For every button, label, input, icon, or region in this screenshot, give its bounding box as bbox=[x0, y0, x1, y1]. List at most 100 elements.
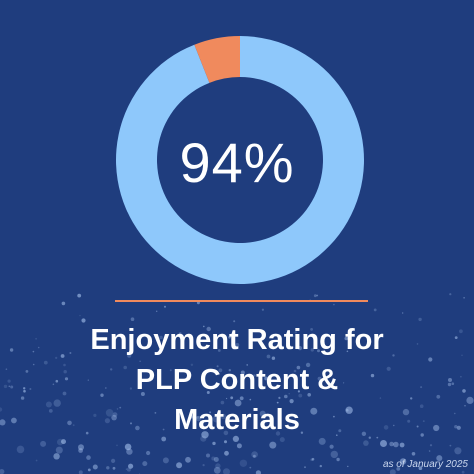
sparkle-dot bbox=[81, 318, 86, 323]
sparkle-dot bbox=[459, 329, 463, 334]
sparkle-dot bbox=[418, 466, 423, 471]
sparkle-dot bbox=[87, 468, 91, 472]
sparkle-dot bbox=[228, 369, 231, 372]
title-line-3: Materials bbox=[174, 404, 300, 436]
sparkle-dot bbox=[368, 436, 371, 439]
sparkle-dot bbox=[67, 420, 72, 426]
sparkle-dot bbox=[373, 344, 376, 347]
sparkle-dot bbox=[127, 353, 132, 358]
sparkle-dot bbox=[399, 458, 407, 465]
sparkle-dot bbox=[347, 465, 349, 468]
sparkle-dot bbox=[251, 451, 258, 458]
sparkle-dot bbox=[63, 370, 67, 374]
sparkle-dot bbox=[196, 416, 200, 419]
sparkle-dot bbox=[212, 441, 216, 446]
sparkle-dot bbox=[178, 332, 182, 335]
sparkle-dot bbox=[447, 382, 452, 387]
sparkle-dot bbox=[370, 373, 375, 378]
sparkle-dot bbox=[454, 412, 456, 415]
sparkle-dot bbox=[40, 440, 47, 447]
sparkle-dot bbox=[389, 441, 394, 447]
sparkle-dot bbox=[25, 370, 29, 373]
sparkle-dot bbox=[62, 391, 67, 396]
sparkle-dot bbox=[223, 468, 230, 474]
sparkle-dot bbox=[310, 348, 314, 352]
sparkle-dot bbox=[187, 372, 191, 376]
sparkle-dot bbox=[461, 470, 465, 474]
sparkle-dot bbox=[72, 424, 75, 427]
sparkle-dot bbox=[392, 354, 395, 357]
sparkle-dot bbox=[37, 346, 40, 349]
sparkle-dot bbox=[419, 404, 424, 409]
sparkle-dot bbox=[200, 435, 207, 442]
sparkle-dot bbox=[316, 294, 319, 297]
sparkle-dot bbox=[259, 410, 266, 417]
sparkle-dot bbox=[317, 376, 322, 381]
sparkle-dot bbox=[393, 424, 395, 427]
sparkle-dot bbox=[16, 445, 25, 454]
sparkle-dot bbox=[23, 387, 26, 390]
sparkle-dot bbox=[119, 406, 122, 409]
sparkle-dot bbox=[330, 450, 338, 459]
sparkle-dot bbox=[111, 414, 117, 421]
sparkle-dot bbox=[79, 314, 81, 317]
sparkle-dot bbox=[294, 331, 297, 334]
sparkle-dot bbox=[93, 413, 97, 417]
sparkle-dot bbox=[0, 469, 5, 474]
sparkle-dot bbox=[125, 468, 127, 470]
sparkle-dot bbox=[128, 463, 134, 469]
donut-slice-accent bbox=[194, 36, 240, 83]
sparkle-dot bbox=[100, 393, 104, 397]
sparkle-dot bbox=[305, 362, 311, 368]
sparkle-dot bbox=[226, 397, 228, 400]
sparkle-dot bbox=[216, 365, 219, 368]
sparkle-dot bbox=[112, 466, 116, 470]
sparkle-dot bbox=[162, 428, 165, 431]
sparkle-dot bbox=[146, 450, 151, 456]
sparkle-dot bbox=[230, 396, 234, 400]
sparkle-dot bbox=[162, 457, 169, 464]
sparkle-dot bbox=[164, 305, 166, 308]
sparkle-dot bbox=[451, 382, 455, 386]
sparkle-dot bbox=[297, 346, 302, 351]
sparkle-dot bbox=[262, 419, 265, 422]
sparkle-dot bbox=[293, 346, 295, 348]
sparkle-dot bbox=[333, 303, 335, 306]
sparkle-dot bbox=[462, 389, 466, 393]
sparkle-dot bbox=[206, 391, 210, 394]
sparkle-dot bbox=[52, 383, 55, 386]
sparkle-dot bbox=[185, 456, 191, 463]
sparkle-dot bbox=[182, 368, 186, 372]
sparkle-dot bbox=[116, 408, 119, 410]
sparkle-dot bbox=[429, 444, 433, 447]
sparkle-dot bbox=[176, 462, 183, 469]
sparkle-dot bbox=[317, 349, 320, 353]
sparkle-dot bbox=[407, 419, 411, 423]
sparkle-dot bbox=[278, 396, 281, 399]
sparkle-dot bbox=[104, 418, 110, 424]
sparkle-dot bbox=[206, 453, 210, 458]
sparkle-dot bbox=[69, 352, 72, 354]
sparkle-dot bbox=[293, 335, 295, 337]
sparkle-dot bbox=[253, 374, 256, 377]
sparkle-dot bbox=[280, 345, 284, 350]
sparkle-dot bbox=[55, 446, 63, 454]
sparkle-dot bbox=[420, 386, 423, 389]
sparkle-dot bbox=[436, 455, 443, 462]
sparkle-dot bbox=[85, 431, 89, 435]
sparkle-dot bbox=[266, 354, 271, 359]
sparkle-dot bbox=[448, 378, 452, 382]
sparkle-dot bbox=[253, 454, 256, 458]
sparkle-decoration bbox=[0, 293, 474, 474]
sparkle-dot bbox=[154, 412, 157, 414]
sparkle-dot bbox=[202, 464, 205, 467]
sparkle-dot bbox=[410, 397, 413, 400]
sparkle-dot bbox=[276, 401, 279, 404]
sparkle-dot bbox=[32, 363, 35, 366]
sparkle-dot bbox=[279, 437, 285, 443]
sparkle-dot bbox=[223, 430, 229, 436]
sparkle-dot bbox=[346, 350, 349, 353]
donut-chart bbox=[115, 36, 364, 284]
sparkle-dot bbox=[288, 393, 290, 395]
sparkle-dot bbox=[166, 387, 168, 389]
